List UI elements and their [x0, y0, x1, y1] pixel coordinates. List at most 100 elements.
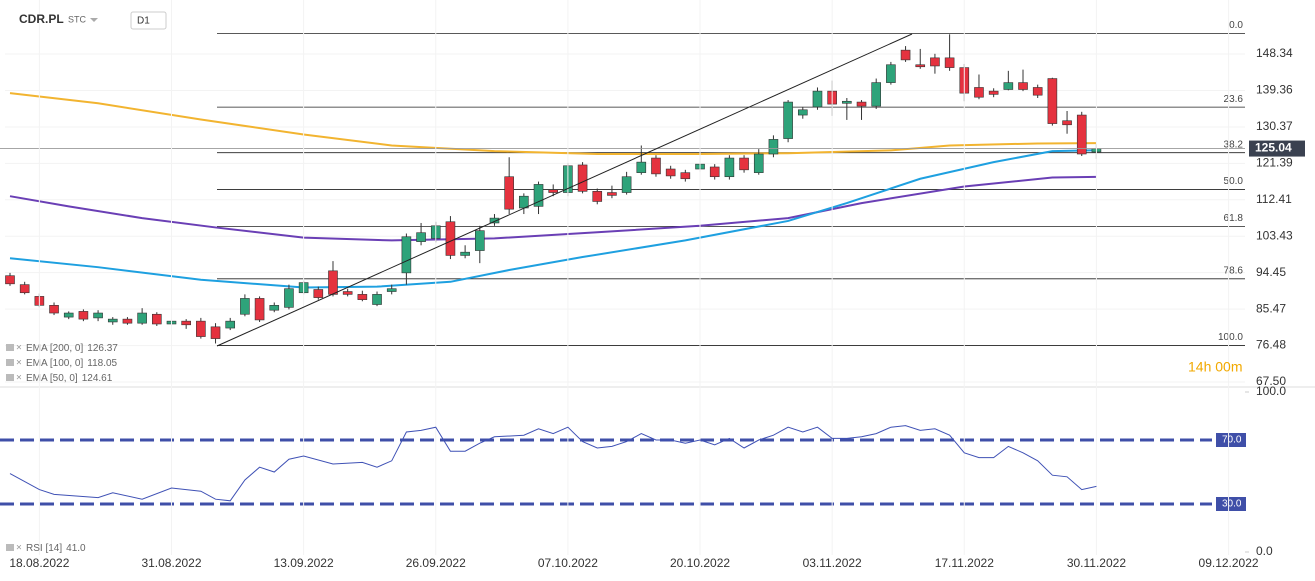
candle-body [416, 232, 426, 242]
candle-body [783, 101, 793, 139]
candle-body [19, 284, 30, 294]
candle-body [137, 312, 147, 324]
candle-body [900, 49, 911, 61]
fib-label: 23.6 [1224, 94, 1244, 105]
dropdown-arrow[interactable] [90, 18, 98, 22]
y-tick-label: 94.45 [1256, 265, 1286, 279]
candle-body [651, 157, 661, 175]
candle-body [5, 275, 15, 285]
last-price-label: 125.04 [1255, 141, 1292, 155]
fib-label: 0.0 [1229, 20, 1243, 31]
legend-value: 118.05 [87, 358, 117, 369]
legend-value: 124.61 [82, 373, 113, 384]
candle-body [797, 109, 808, 116]
last-price-box [1249, 140, 1305, 157]
candle-body [621, 176, 632, 193]
candle-body [269, 305, 280, 311]
candle-body [460, 251, 470, 256]
indicator-line [9, 425, 1097, 502]
candle-body [548, 189, 559, 193]
indicator-line [9, 175, 1097, 242]
y-tick-label: 112.41 [1256, 192, 1292, 206]
candle-body [254, 298, 265, 321]
candle-body [386, 288, 397, 292]
candle-body [357, 294, 368, 300]
legend-entry: EMA [200, 0] 126.37 [26, 343, 118, 354]
legend-icon [6, 359, 14, 366]
candle-body [871, 82, 882, 107]
y-tick-label: 130.37 [1256, 119, 1293, 133]
candle-body [944, 57, 955, 68]
interval[interactable]: D1 [137, 16, 150, 27]
legend-icon [6, 544, 14, 551]
indicator-line [9, 92, 1097, 156]
candle-body [225, 320, 236, 329]
legend-name: EMA [100, 0] [26, 358, 83, 369]
candle-body [313, 289, 324, 298]
legend-close: × [16, 373, 22, 384]
candle-body [474, 230, 485, 251]
legend-close: × [16, 343, 22, 354]
candle-body [122, 318, 133, 324]
candle-body [1018, 82, 1028, 90]
level-label: 70.0 [1222, 435, 1242, 446]
candle-body [504, 176, 514, 210]
candle-body [328, 270, 338, 295]
candle-body [49, 305, 59, 314]
candle-body [709, 166, 720, 178]
candle-body [63, 312, 74, 318]
legend-icon [6, 344, 14, 351]
candle-body [78, 311, 89, 320]
x-tick-label: 18.08.2022 [9, 556, 69, 570]
y-tick-label: 100.0 [1256, 384, 1286, 398]
x-tick-label: 07.10.2022 [538, 556, 598, 570]
candle-body [724, 157, 735, 178]
fib-label: 50.0 [1224, 176, 1244, 187]
y-tick-label: 139.36 [1256, 83, 1293, 97]
candle-body [842, 100, 852, 104]
y-tick-label: 85.47 [1256, 301, 1286, 315]
legend-icon [6, 374, 14, 381]
candle-body [210, 326, 221, 339]
candle-body [93, 312, 103, 319]
x-tick-label: 30.11.2022 [1067, 556, 1126, 570]
candle-body [930, 57, 940, 67]
candle-body [1032, 87, 1043, 96]
candle-body [1076, 114, 1087, 155]
level-box [1216, 433, 1246, 447]
legend-name: RSI [14] [26, 543, 62, 554]
x-tick-label: 26.09.2022 [406, 556, 466, 570]
candle-body [886, 64, 896, 83]
candle-body [665, 168, 676, 177]
candle-body [636, 161, 647, 173]
level-label: 30.0 [1222, 499, 1242, 510]
candle-body [577, 164, 588, 192]
candle-body [856, 101, 867, 107]
legend-name: EMA [200, 0] [26, 343, 83, 354]
symbol: CDR.PL [19, 12, 64, 26]
candle-body [519, 195, 529, 209]
x-tick-label: 20.10.2022 [670, 556, 730, 570]
candle-body [592, 191, 603, 202]
candle-body [240, 298, 250, 315]
countdown: 14h 00m [1188, 359, 1242, 375]
candle-body [680, 172, 691, 180]
candle-body [342, 291, 353, 295]
x-tick-label: 09.12.2022 [1199, 556, 1259, 570]
candle-body [753, 153, 764, 173]
legend-value: 41.0 [66, 543, 86, 554]
market[interactable]: STC [68, 14, 87, 24]
legend-value: 126.37 [87, 343, 118, 354]
y-tick-label: 76.48 [1256, 338, 1286, 352]
y-tick-label: 0.0 [1256, 544, 1273, 558]
interval-box[interactable] [130, 11, 167, 30]
fib-label: 38.2 [1224, 139, 1244, 150]
candle-body [445, 221, 456, 256]
legend-entry: EMA [50, 0] 124.61 [26, 373, 113, 384]
fib-label: 61.8 [1224, 213, 1244, 224]
x-tick-label: 13.09.2022 [274, 556, 334, 570]
candle-body [607, 192, 617, 196]
y-tick-label: 103.43 [1256, 228, 1293, 242]
candle-body [768, 139, 779, 155]
